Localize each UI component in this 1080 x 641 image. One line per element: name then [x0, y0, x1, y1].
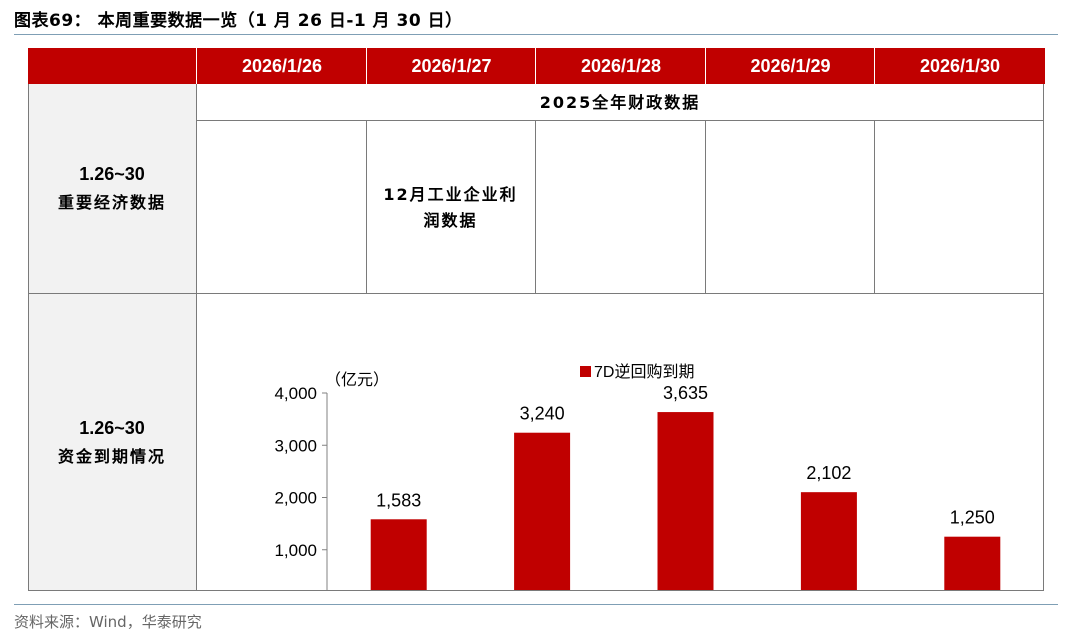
event-industrial-profits-line2: 润数据 — [423, 211, 478, 230]
side-divider — [196, 84, 197, 591]
table-border-right — [1043, 84, 1044, 591]
top-rule — [14, 34, 1058, 35]
bar-2026-01-29 — [800, 492, 857, 590]
bottom-rule — [14, 604, 1058, 605]
y-tick-label-4: 4,000 — [274, 384, 317, 403]
col-divider-1 — [366, 120, 367, 293]
funds-maturity-chart: 01,0002,0003,0004,0001,5832026-01-263,24… — [274, 363, 1001, 590]
bar-2026-01-30 — [944, 536, 1001, 590]
data-label-2026-01-30: 1,250 — [950, 508, 995, 528]
bar-2026-01-27 — [514, 432, 571, 590]
data-label-2026-01-27: 3,240 — [520, 404, 565, 424]
table-border-bottom — [28, 590, 1044, 591]
header-date-1: 2026/1/26 — [196, 48, 367, 84]
unit-label: （亿元） — [325, 371, 389, 389]
row-label-funds: 1.26~30 资金到期情况 — [28, 294, 196, 591]
source-note: 资料来源：Wind，华泰研究 — [14, 613, 202, 631]
y-tick-label-3: 3,000 — [274, 436, 317, 455]
data-label-2026-01-29: 2,102 — [806, 463, 851, 483]
y-tick-label-2: 2,000 — [274, 489, 317, 508]
schedule-table: 2026/1/26 2026/1/27 2026/1/28 2026/1/29 … — [28, 48, 1045, 591]
header-date-4: 2026/1/29 — [705, 48, 875, 84]
row-divider — [28, 293, 1044, 294]
figure-title: 图表69： 本周重要数据一览（1 月 26 日-1 月 30 日） — [14, 11, 463, 31]
y-tick-label-1: 1,000 — [274, 541, 317, 560]
col-divider-3 — [705, 120, 706, 293]
event-fiscal-data: 2025全年财政数据 — [539, 93, 701, 112]
event-industrial-profits: 12月工业企业利 润数据 — [366, 182, 535, 234]
row-label-funds-range: 1.26~30 — [79, 418, 145, 438]
bar-2026-01-28 — [657, 412, 714, 590]
legend-swatch — [580, 366, 591, 377]
span-divider — [196, 120, 1044, 121]
legend-label: 7D逆回购到期 — [594, 363, 694, 381]
event-industrial-profits-line1: 12月工业企业利 — [383, 185, 518, 204]
row-label-econ-text: 重要经济数据 — [57, 193, 166, 212]
row-label-funds-text: 资金到期情况 — [57, 447, 166, 466]
table-border-left — [28, 84, 29, 591]
header-date-3: 2026/1/28 — [535, 48, 706, 84]
data-label-2026-01-28: 3,635 — [663, 383, 708, 403]
col-divider-2 — [535, 120, 536, 293]
row-label-econ-range: 1.26~30 — [79, 164, 145, 184]
data-label-2026-01-26: 1,583 — [376, 490, 421, 510]
header-corner — [28, 48, 196, 84]
header-date-2: 2026/1/27 — [366, 48, 536, 84]
row-label-econ: 1.26~30 重要经济数据 — [28, 84, 196, 293]
col-divider-4 — [874, 120, 875, 293]
header-date-5: 2026/1/30 — [874, 48, 1045, 84]
bar-2026-01-26 — [370, 519, 427, 590]
